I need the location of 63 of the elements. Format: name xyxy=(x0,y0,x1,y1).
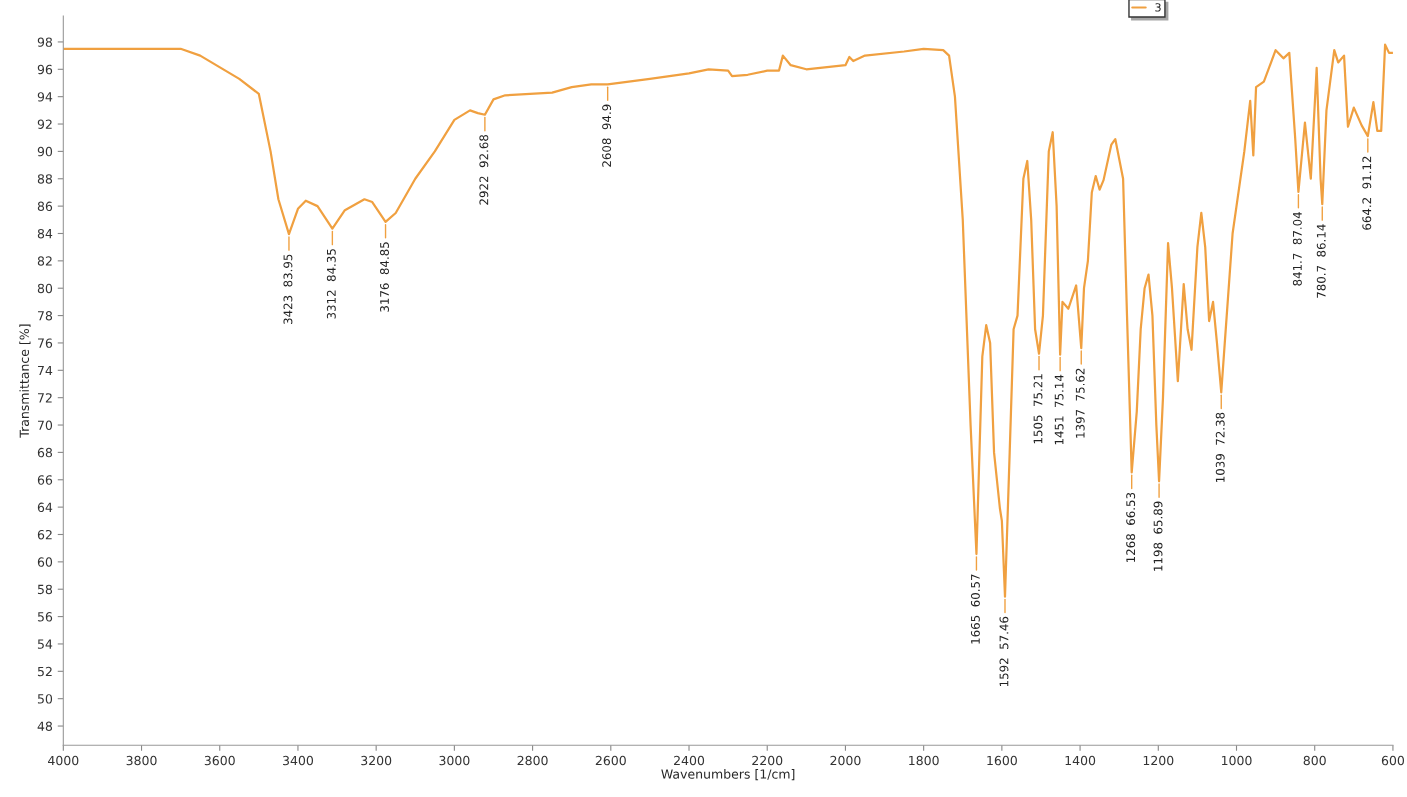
x-tick-label: 3800 xyxy=(126,755,157,766)
y-tick-label: 62 xyxy=(37,529,52,540)
y-tick-label: 92 xyxy=(37,119,52,129)
y-tick-label: 88 xyxy=(37,174,53,184)
x-tick-label: 3600 xyxy=(204,755,235,766)
x-tick-label: 3400 xyxy=(283,755,314,766)
x-tick-label: 2400 xyxy=(674,755,705,766)
y-tick-label: 48 xyxy=(37,721,53,731)
y-tick-label: 94 xyxy=(37,92,53,102)
x-tick-label: 1800 xyxy=(909,755,939,766)
y-tick-label: 66 xyxy=(37,475,53,485)
y-tick-label: 82 xyxy=(37,256,52,266)
annotation: 1665 60.57 xyxy=(970,574,980,644)
y-axis-title: Transmittance [%] xyxy=(19,324,31,438)
y-tick-label: 80 xyxy=(37,283,53,294)
annotation: 780.7 86.14 xyxy=(1316,224,1326,298)
annotation: 841.7 87.04 xyxy=(1292,212,1302,286)
y-tick-label: 52 xyxy=(37,666,52,677)
y-tick-label: 64 xyxy=(37,502,53,513)
y-tick-label: 50 xyxy=(37,694,53,704)
y-tick-label: 60 xyxy=(37,557,53,567)
y-tick-label: 76 xyxy=(38,338,53,348)
y-tick-label: 56 xyxy=(37,612,53,622)
x-tick-label: 1200 xyxy=(1143,755,1174,766)
x-tick-label: 1400 xyxy=(1065,755,1096,766)
annotation: 1397 75.62 xyxy=(1075,368,1085,438)
y-tick-label: 72 xyxy=(38,393,52,403)
annotation: 1268 66.53 xyxy=(1126,492,1136,562)
y-tick-label: 86 xyxy=(37,201,53,212)
y-tick-label: 78 xyxy=(38,311,53,321)
y-tick-label: 90 xyxy=(37,146,53,157)
annotation: 1451 75.14 xyxy=(1054,374,1064,445)
x-tick-label: 2800 xyxy=(517,755,548,766)
legend-label: 3 xyxy=(1155,3,1161,12)
x-tick-label: 600 xyxy=(1381,755,1405,766)
x-tick-label: 800 xyxy=(1303,755,1326,766)
annotation: 664.2 91.12 xyxy=(1362,156,1372,230)
y-tick-label: 68 xyxy=(37,447,53,458)
x-tick-label: 4000 xyxy=(48,755,79,766)
annotation: 2608 94.9 xyxy=(602,104,612,167)
annotation: 3312 84.35 xyxy=(326,249,336,319)
annotation: 1505 75.21 xyxy=(1033,374,1043,444)
annotation: 1198 65.89 xyxy=(1153,501,1163,571)
x-tick-label: 2200 xyxy=(752,755,783,766)
y-tick-label: 54 xyxy=(37,639,53,649)
annotation: 1592 57.46 xyxy=(999,616,1009,687)
y-tick-label: 84 xyxy=(37,228,53,239)
x-axis-title: Wavenumbers [1/cm] xyxy=(661,769,795,781)
annotation: 3176 84.85 xyxy=(380,242,389,312)
x-tick-label: 1000 xyxy=(1221,755,1252,766)
annotation: 1039 72.38 xyxy=(1215,412,1225,482)
x-tick-label: 2000 xyxy=(830,755,861,766)
x-tick-label: 2600 xyxy=(595,755,626,766)
x-tick-label: 3000 xyxy=(439,755,470,766)
y-tick-label: 96 xyxy=(37,64,53,75)
annotation: 2922 92.68 xyxy=(479,134,489,205)
x-tick-label: 3200 xyxy=(361,755,392,766)
x-tick-label: 1600 xyxy=(987,755,1017,766)
y-tick-label: 70 xyxy=(38,420,53,430)
y-tick-label: 74 xyxy=(38,365,53,376)
y-tick-label: 58 xyxy=(37,584,53,595)
y-tick-label: 98 xyxy=(37,37,53,47)
annotation: 3423 83.95 xyxy=(283,254,293,325)
